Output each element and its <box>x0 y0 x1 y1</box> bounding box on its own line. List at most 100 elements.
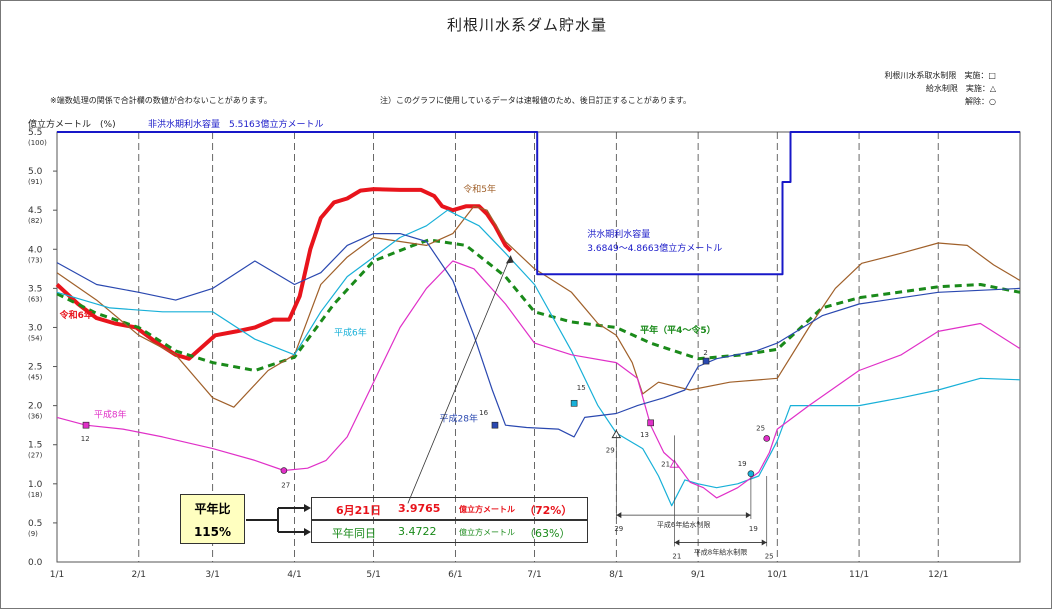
y-tick-label: 2.5 <box>28 363 42 373</box>
today-date: 6月21日 <box>336 504 381 517</box>
band-end-label: 19 <box>749 525 758 533</box>
y-tick-label: 5.0 <box>28 167 43 177</box>
ratio-value: 115% <box>193 525 232 539</box>
plot-area <box>56 131 1021 563</box>
restriction-marker-circle <box>280 467 288 474</box>
y-tick-percent: (54) <box>28 334 43 342</box>
y-tick-percent: (73) <box>28 256 43 264</box>
ratio-box: 平年比 115% <box>180 494 245 544</box>
ratio-title: 平年比 <box>194 502 231 516</box>
series-label: 令和6年 <box>59 309 93 321</box>
x-tick-label: 6/1 <box>448 570 462 580</box>
series-label: 平成8年 <box>94 408 127 420</box>
series-label: 平成6年 <box>334 326 367 338</box>
band-end-label: 25 <box>765 552 774 560</box>
x-tick-label: 1/1 <box>50 570 64 580</box>
restriction-marker-square <box>570 399 578 407</box>
series-line <box>56 233 1021 438</box>
restriction-marker-square <box>702 357 710 365</box>
y-tick-label: 5.5 <box>28 128 42 138</box>
y-tick-percent: (36) <box>28 413 43 421</box>
series-line <box>56 260 1021 499</box>
y-axis-label: 億立方メートル (%) <box>28 118 116 130</box>
x-tick-label: 8/1 <box>609 570 623 580</box>
x-tick-label: 4/1 <box>287 570 301 580</box>
y-tick-label: 1.5 <box>28 441 42 451</box>
series-label: 平年（平4～令5） <box>640 324 716 336</box>
restriction-marker-circle <box>763 435 771 442</box>
y-tick-label: 2.0 <box>28 402 43 412</box>
marker-label: 15 <box>577 384 586 392</box>
band-label: 平成6年給水制限 <box>657 520 710 529</box>
normal-percent: （63%） <box>524 527 571 540</box>
series-label: 洪水期利水容量 <box>587 228 650 240</box>
series-label: 3.6849～4.8663億立方メートル <box>587 242 722 254</box>
y-tick-label: 0.0 <box>28 558 43 568</box>
y-tick-percent: (27) <box>28 452 43 460</box>
restriction-marker-circle <box>747 470 755 477</box>
preliminary-note: 注）このグラフに使用しているデータは速報値のため、後日訂正することがあります。 <box>380 96 691 105</box>
y-tick-percent: (9) <box>28 530 38 538</box>
x-tick-label: 11/1 <box>849 570 869 580</box>
x-tick-label: 2/1 <box>132 570 146 580</box>
series-line <box>57 131 1020 276</box>
x-tick-label: 5/1 <box>366 570 380 580</box>
marker-label: 19 <box>738 460 747 468</box>
y-tick-label: 3.0 <box>28 323 43 333</box>
legend-intake-restriction: 利根川水系取水制限 実施：□ <box>884 71 996 80</box>
marker-label: 2 <box>703 349 707 357</box>
band-start-label: 21 <box>672 552 681 560</box>
x-tick-label: 9/1 <box>691 570 705 580</box>
band-arrow-right <box>745 512 751 519</box>
normal-unit: 億立方メートル <box>459 528 515 537</box>
y-tick-label: 4.0 <box>28 245 43 255</box>
x-tick-label: 3/1 <box>205 570 219 580</box>
series-label: 令和5年 <box>463 183 496 195</box>
marker-label: 25 <box>756 425 765 433</box>
y-tick-percent: (45) <box>28 374 43 382</box>
restriction-marker-square <box>647 419 654 427</box>
normal-date: 平年同日 <box>332 527 376 540</box>
callout-arrow <box>407 255 512 504</box>
series-line <box>56 205 1021 408</box>
rounding-note: ※端数処理の関係で合計欄の数値が合わないことがあります。 <box>50 96 272 105</box>
series-line <box>55 187 513 361</box>
marker-label: 16 <box>479 409 488 417</box>
y-tick-percent: (82) <box>28 217 43 225</box>
capacity-label: 非洪水期利水容量 5.5163億立方メートル <box>148 118 324 130</box>
marker-label: 27 <box>281 482 290 490</box>
y-tick-percent: (63) <box>28 295 43 303</box>
today-value-box: 6月21日 3.9765 億立方メートル （72%） <box>311 497 588 520</box>
series-line <box>56 209 1021 507</box>
legend-lifted: 解除：○ <box>965 97 996 106</box>
band-arrow-left <box>674 539 680 546</box>
normal-volume: 3.4722 <box>398 525 437 538</box>
y-tick-label: 4.5 <box>28 206 42 216</box>
y-tick-label: 1.0 <box>28 480 43 490</box>
x-tick-label: 7/1 <box>527 570 541 580</box>
legend-supply-restriction: 給水制限 実施：△ <box>925 84 996 93</box>
today-unit: 億立方メートル <box>459 505 515 514</box>
y-tick-percent: (18) <box>28 491 43 499</box>
restriction-marker-square <box>491 421 499 429</box>
series-line <box>56 238 1021 372</box>
restriction-marker-square <box>82 421 90 429</box>
ratio-connector-arrow-bottom <box>304 528 311 536</box>
ratio-connector <box>246 507 306 533</box>
y-tick-label: 0.5 <box>28 519 42 529</box>
marker-label: 29 <box>606 447 615 455</box>
chart-title: 利根川水系ダム貯水量 <box>446 16 607 34</box>
normal-value-box: 平年同日 3.4722 億立方メートル （63%） <box>311 520 588 543</box>
callout-arrowhead <box>505 255 514 264</box>
y-tick-percent: (100) <box>28 139 47 147</box>
y-tick-label: 3.5 <box>28 284 42 294</box>
band-arrow-right <box>761 539 767 546</box>
band-arrow-left <box>616 512 622 519</box>
marker-label: 12 <box>81 435 90 443</box>
y-tick-percent: (91) <box>28 178 43 186</box>
series-label: 平成28年 <box>440 412 478 424</box>
marker-label: 13 <box>640 431 649 439</box>
today-volume: 3.9765 <box>398 502 441 515</box>
